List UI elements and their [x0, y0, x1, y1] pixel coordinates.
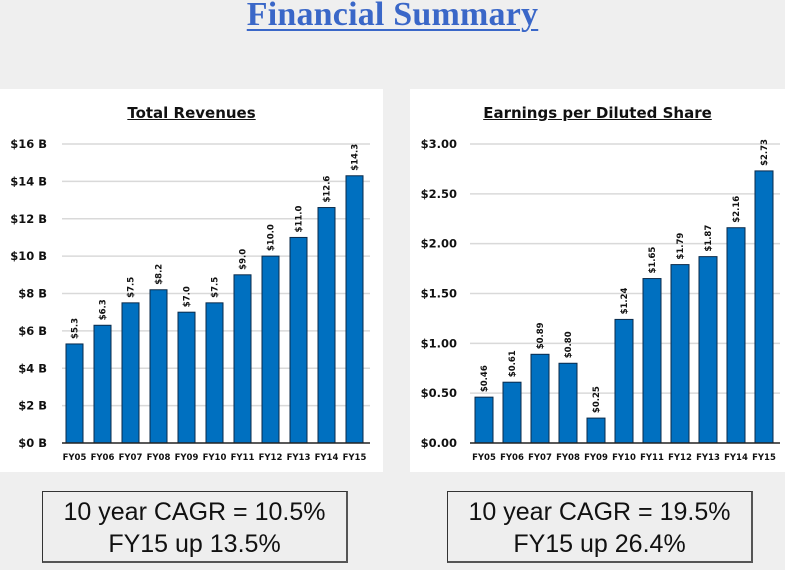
revenue-bar-fy15 — [345, 175, 364, 444]
eps-bar-fy14 — [726, 227, 746, 444]
revenue-x-tick-label: FY14 — [315, 453, 339, 463]
revenue-y-tick-label: $14 B — [10, 174, 47, 188]
eps-data-label: $1.65 — [648, 247, 658, 274]
revenue-bar-chart: $0 B $2 B $4 B $6 B $8 B $10 B $12 B $14 B $16 B… — [10, 137, 370, 463]
eps-y-tick-label: $0.50 — [421, 386, 457, 400]
revenue-x-tick-label: FY15 — [343, 453, 367, 463]
eps-bar-chart: $0.00 $0.50 $1.00 $1.50 $2.00 $2.50 $3.00 $0.46… — [421, 137, 780, 463]
eps-summary-box: 10 year CAGR = 19.5% FY15 up 26.4% — [447, 491, 753, 563]
eps-data-label: $1.87 — [704, 225, 714, 252]
revenue-x-tick-label: FY12 — [259, 453, 283, 463]
eps-bar-fy13 — [698, 256, 718, 444]
revenue-data-label: $11.0 — [295, 205, 305, 232]
revenue-chart-title: Total Revenues — [127, 104, 256, 122]
eps-cagr-text: 10 year CAGR = 19.5% — [468, 498, 731, 526]
eps-data-label: $0.61 — [508, 350, 518, 377]
revenue-bar-fy07 — [121, 302, 140, 444]
revenue-data-label: $7.5 — [211, 277, 221, 298]
revenue-x-tick-label: FY13 — [287, 453, 311, 463]
revenue-bar-fy11 — [233, 274, 252, 444]
revenue-bar-fy09 — [177, 311, 196, 444]
revenue-y-tick-label: $2 B — [18, 399, 47, 413]
revenue-data-label: $10.0 — [267, 224, 277, 251]
eps-x-tick-label: FY05 — [472, 453, 496, 463]
revenue-x-tick-label: FY07 — [119, 453, 143, 463]
revenue-bar-fy05 — [65, 343, 84, 444]
revenue-bar-fy12 — [261, 255, 280, 444]
eps-data-label: $0.89 — [536, 322, 546, 349]
revenue-bar-fy10 — [205, 302, 224, 444]
eps-bar-fy15 — [754, 170, 774, 444]
eps-bar-fy06 — [502, 381, 522, 444]
revenue-data-label: $12.6 — [323, 176, 333, 203]
revenue-x-tick-label: FY08 — [147, 453, 171, 463]
revenue-x-tick-label: FY06 — [91, 453, 115, 463]
revenue-x-tick-label: FY10 — [203, 453, 227, 463]
slide-title: Financial Summary — [246, 0, 539, 33]
eps-chart-panel: Earnings per Diluted Share $0.00 $0.50 $1.… — [410, 89, 785, 472]
revenue-fy15-growth-text: FY15 up 13.5% — [108, 530, 281, 558]
revenue-y-tick-label: $0 B — [18, 436, 47, 450]
eps-data-label: $0.80 — [564, 331, 574, 358]
eps-bar-fy08 — [558, 362, 578, 444]
revenue-y-tick-label: $16 B — [10, 137, 47, 151]
revenue-data-label: $7.0 — [183, 286, 193, 307]
revenue-bar-fy14 — [317, 207, 336, 444]
eps-x-tick-label: FY15 — [752, 453, 776, 463]
eps-bar-fy12 — [670, 264, 690, 444]
revenue-y-tick-label: $12 B — [10, 212, 47, 226]
revenue-y-tick-label: $6 B — [18, 324, 47, 338]
revenue-bar-fy06 — [93, 324, 112, 444]
eps-x-tick-label: FY10 — [612, 453, 636, 463]
revenue-data-label: $7.5 — [127, 277, 137, 298]
revenue-bar-fy13 — [289, 236, 308, 444]
eps-x-tick-label: FY13 — [696, 453, 720, 463]
eps-y-tick-label: $3.00 — [421, 137, 457, 151]
eps-x-tick-label: FY07 — [528, 453, 552, 463]
revenue-y-tick-label: $10 B — [10, 249, 47, 263]
eps-data-label: $1.79 — [676, 233, 686, 260]
revenue-data-label: $9.0 — [239, 249, 249, 270]
eps-x-tick-label: FY11 — [640, 453, 664, 463]
eps-bar-fy11 — [642, 278, 662, 444]
eps-y-tick-label: $1.50 — [421, 287, 457, 301]
revenue-summary-box: 10 year CAGR = 10.5% FY15 up 13.5% — [42, 491, 348, 563]
eps-data-label: $2.73 — [760, 139, 770, 166]
eps-data-label: $2.16 — [732, 196, 742, 223]
revenue-x-tick-label: FY05 — [63, 453, 87, 463]
revenue-x-tick-label: FY11 — [231, 453, 255, 463]
revenue-cagr-text: 10 year CAGR = 10.5% — [63, 498, 326, 526]
eps-y-tick-label: $2.00 — [421, 237, 457, 251]
eps-bar-fy07 — [530, 353, 550, 444]
revenue-data-label: $5.3 — [71, 318, 81, 339]
eps-chart-title: Earnings per Diluted Share — [483, 104, 712, 122]
revenue-y-tick-label: $8 B — [18, 287, 47, 301]
eps-bar-fy09 — [586, 417, 606, 444]
eps-data-label: $0.46 — [480, 365, 490, 392]
revenue-data-label: $8.2 — [155, 264, 165, 285]
eps-data-label: $0.25 — [592, 386, 602, 413]
eps-x-tick-label: FY14 — [724, 453, 748, 463]
eps-y-tick-label: $2.50 — [421, 187, 457, 201]
revenue-data-label: $14.3 — [351, 144, 361, 171]
eps-x-tick-label: FY08 — [556, 453, 580, 463]
eps-x-tick-label: FY12 — [668, 453, 692, 463]
revenue-chart-panel: Total Revenues $0 B $2 B $4 B $6 B $8 B $10 B… — [0, 89, 383, 472]
eps-x-tick-label: FY06 — [500, 453, 524, 463]
eps-x-tick-label: FY09 — [584, 453, 608, 463]
revenue-data-label: $6.3 — [99, 299, 109, 320]
revenue-y-tick-label: $4 B — [18, 361, 47, 375]
eps-bar-fy10 — [614, 318, 634, 444]
eps-bar-fy05 — [474, 396, 494, 444]
eps-fy15-growth-text: FY15 up 26.4% — [513, 530, 686, 558]
eps-data-label: $1.24 — [620, 287, 630, 314]
eps-y-tick-label: $0.00 — [421, 436, 457, 450]
eps-y-tick-label: $1.00 — [421, 336, 457, 350]
revenue-bar-fy08 — [149, 289, 168, 444]
revenue-x-tick-label: FY09 — [175, 453, 199, 463]
